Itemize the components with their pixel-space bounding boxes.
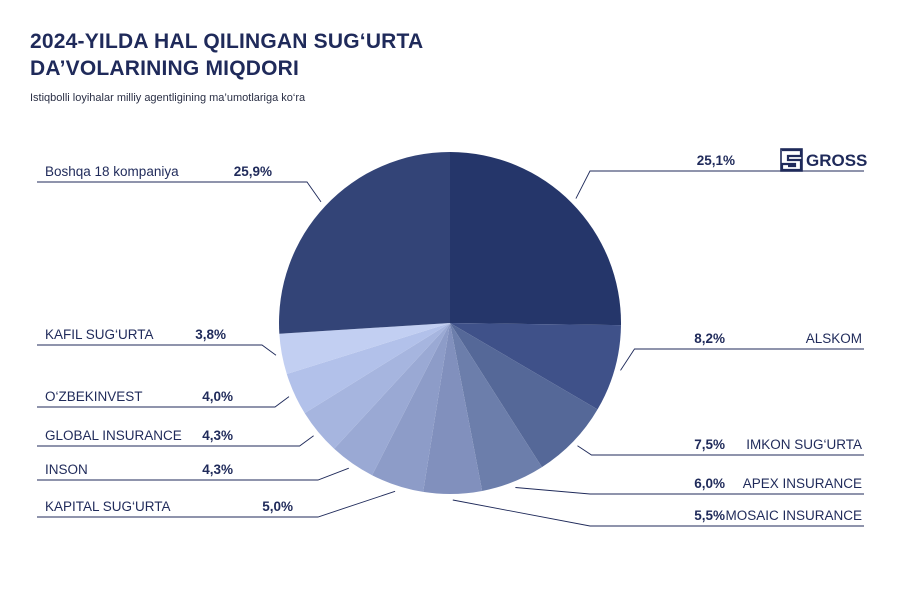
name-label-imkon-sug-urta: IMKON SUG‘URTA	[746, 437, 862, 452]
pct-label-apex-insurance: 6,0%	[694, 476, 725, 491]
pie-slices	[278, 152, 622, 495]
pie-slice-alskom	[450, 323, 621, 410]
name-label-apex-insurance: APEX INSURANCE	[743, 476, 862, 491]
pct-label-boshqa-18-kompaniya: 25,9%	[234, 164, 272, 179]
leader-line-gross	[575, 170, 864, 199]
name-label-gross: GROSS	[806, 151, 867, 170]
leader-line-alskom	[620, 348, 864, 371]
pct-label-imkon-sug-urta: 7,5%	[694, 437, 725, 452]
name-label-inson: INSON	[45, 462, 88, 477]
leader-line-imkon-sug-urta	[577, 445, 864, 456]
leader-line-apex-insurance	[515, 487, 864, 495]
leader-line-mosaic-insurance	[452, 499, 864, 527]
chart-title-line1: 2024-YILDA HAL QILINGAN SUG‘URTA	[30, 30, 424, 53]
chart-title-line2: DA’VOLARINING MIQDORI	[30, 57, 300, 80]
pie-slice-apex-insurance	[450, 323, 542, 491]
pie-slice-o-zbekinvest	[286, 323, 450, 414]
pie-slice-global-insurance	[304, 323, 450, 449]
leader-line-boshqa-18-kompaniya	[37, 181, 322, 203]
pie-slice-boshqa-18-kompaniya	[278, 152, 450, 334]
leader-line-o-zbekinvest	[37, 396, 290, 408]
pct-label-alskom: 8,2%	[694, 331, 725, 346]
pie-slice-imkon-sug-urta	[450, 323, 598, 468]
name-label-mosaic-insurance: MOSAIC INSURANCE	[725, 508, 862, 523]
pie-slice-kapital-sug-urta	[372, 323, 450, 492]
leader-line-global-insurance	[37, 435, 314, 447]
pct-label-mosaic-insurance: 5,5%	[694, 508, 725, 523]
name-label-boshqa-18-kompaniya: Boshqa 18 kompaniya	[45, 164, 179, 179]
leader-line-kafil-sug-urta	[37, 344, 277, 356]
pie-slice-gross	[450, 152, 622, 326]
pie-labels: 25,1% GROSS 8,2% ALSKOM 7,5% IMKON SUG‘URTA 6,…	[37, 148, 867, 527]
name-label-o-zbekinvest: O‘ZBEKINVEST	[45, 389, 143, 404]
name-label-alskom: ALSKOM	[806, 331, 862, 346]
pct-label-kafil-sug-urta: 3,8%	[195, 327, 226, 342]
name-label-kafil-sug-urta: KAFIL SUG‘URTA	[45, 327, 154, 342]
chart-title: 2024-YILDA HAL QILINGAN SUG‘URTA DA’VOLA…	[30, 28, 423, 82]
leader-line-inson	[37, 467, 349, 481]
pct-label-gross: 25,1%	[697, 153, 735, 168]
pie-slice-kafil-sug-urta	[279, 323, 450, 374]
name-label-kapital-sug-urta: KAPITAL SUG‘URTA	[45, 499, 171, 514]
pct-label-o-zbekinvest: 4,0%	[202, 389, 233, 404]
pct-label-kapital-sug-urta: 5,0%	[262, 499, 293, 514]
name-label-global-insurance: GLOBAL INSURANCE	[45, 428, 182, 443]
pct-label-inson: 4,3%	[202, 462, 233, 477]
gross-logo-icon: GROSS	[780, 148, 867, 172]
pct-label-global-insurance: 4,3%	[202, 428, 233, 443]
pie-slice-inson	[334, 323, 450, 476]
chart-subtitle: Istiqbolli loyihalar milliy agentliginin…	[30, 92, 306, 104]
leader-line-kapital-sug-urta	[37, 490, 396, 518]
pie-slice-mosaic-insurance	[423, 323, 483, 495]
